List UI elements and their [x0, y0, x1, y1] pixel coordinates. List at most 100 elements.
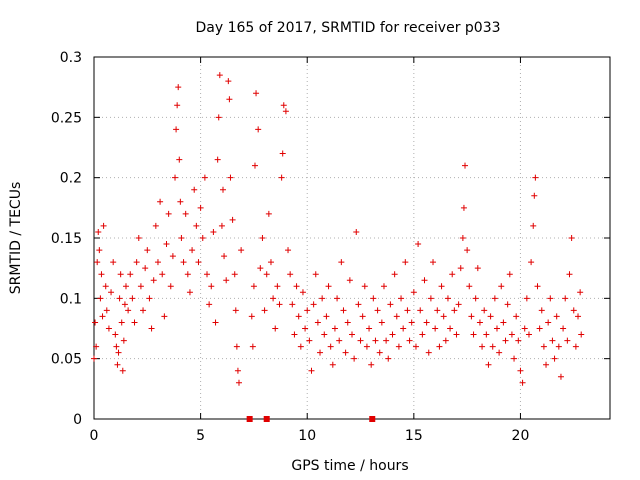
data-point	[353, 228, 360, 235]
data-point	[119, 367, 126, 374]
data-point	[483, 331, 490, 338]
data-point	[560, 325, 567, 332]
data-point	[511, 355, 518, 362]
x-tick-label: 5	[196, 428, 205, 444]
data-point	[415, 241, 422, 248]
data-point	[291, 331, 298, 338]
data-point	[272, 325, 279, 332]
data-point	[464, 247, 471, 254]
data-point	[229, 216, 236, 223]
data-point	[378, 319, 385, 326]
data-point	[421, 277, 428, 284]
data-point	[523, 295, 530, 302]
data-point	[191, 186, 198, 193]
data-point	[278, 174, 285, 181]
data-point	[540, 343, 547, 350]
data-point	[306, 337, 313, 344]
data-point	[302, 325, 309, 332]
data-point	[572, 343, 579, 350]
data-point	[193, 222, 200, 229]
data-point	[432, 325, 439, 332]
data-point	[199, 235, 206, 241]
data-point	[342, 349, 349, 356]
data-point	[417, 307, 424, 314]
data-point	[545, 319, 552, 326]
data-point	[515, 337, 522, 344]
data-point	[248, 313, 255, 320]
data-point	[363, 343, 370, 350]
data-point	[152, 222, 159, 229]
data-point	[195, 259, 202, 266]
data-point	[261, 307, 268, 314]
data-point	[372, 337, 379, 344]
data-point	[133, 259, 140, 266]
data-point	[534, 283, 541, 290]
data-point	[321, 331, 328, 338]
data-point	[110, 259, 117, 266]
data-point	[227, 174, 234, 181]
data-point	[216, 72, 223, 79]
data-point	[251, 162, 258, 169]
data-point	[95, 228, 102, 235]
data-point	[376, 349, 383, 356]
data-point	[479, 343, 486, 350]
data-point	[280, 102, 287, 109]
data-point	[204, 271, 211, 278]
data-point	[177, 198, 184, 205]
data-point	[389, 331, 396, 338]
data-point	[395, 343, 402, 350]
data-point	[525, 331, 532, 338]
data-point	[370, 295, 377, 302]
data-point	[232, 307, 239, 314]
data-point	[543, 361, 550, 368]
data-point	[423, 319, 430, 326]
data-point	[489, 343, 496, 350]
data-point	[398, 295, 405, 302]
data-point	[385, 355, 392, 362]
data-point	[344, 319, 351, 326]
data-point	[493, 325, 500, 332]
y-tick-label: 0.05	[51, 352, 82, 368]
data-point	[485, 361, 492, 368]
data-point	[206, 301, 213, 308]
data-point	[169, 253, 176, 260]
x-tick-label: 20	[512, 428, 530, 444]
data-point	[276, 301, 283, 308]
data-point	[530, 222, 537, 229]
data-point	[116, 295, 123, 302]
data-point	[218, 222, 225, 229]
data-point	[457, 265, 464, 272]
data-point	[383, 337, 390, 344]
data-point	[212, 319, 219, 326]
data-point	[400, 325, 407, 332]
data-point	[575, 313, 582, 320]
data-point	[349, 331, 355, 338]
data-point	[460, 204, 467, 211]
data-point	[148, 325, 155, 332]
data-point	[521, 325, 528, 332]
data-point	[391, 271, 398, 278]
y-tick-label: 0	[73, 412, 82, 428]
data-point	[361, 283, 368, 290]
data-point	[98, 271, 105, 278]
data-point	[317, 349, 324, 356]
data-point	[329, 361, 336, 368]
data-point	[263, 271, 270, 278]
data-point	[513, 313, 520, 320]
data-point	[449, 271, 456, 278]
data-point	[96, 247, 103, 254]
data-point	[547, 295, 554, 302]
data-point	[319, 295, 326, 302]
data-point	[557, 373, 564, 380]
data-point	[214, 156, 221, 163]
data-point	[189, 247, 196, 254]
data-point	[129, 295, 136, 302]
data-point	[517, 367, 524, 374]
data-point	[105, 325, 112, 332]
data-point	[117, 271, 124, 278]
data-point	[172, 174, 179, 181]
data-point	[519, 379, 526, 386]
data-point	[253, 90, 260, 97]
data-point	[233, 343, 240, 350]
